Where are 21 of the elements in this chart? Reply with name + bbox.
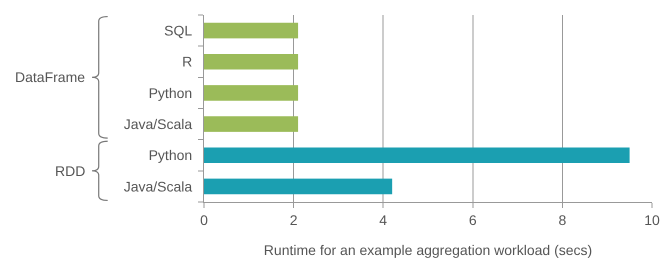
y-tick-label: Java/Scala xyxy=(124,116,192,132)
bar xyxy=(204,178,392,194)
x-tick-label: 2 xyxy=(290,212,298,228)
x-tick-label: 10 xyxy=(644,212,660,228)
y-tick-label: SQL xyxy=(164,22,192,38)
x-tick-label: 0 xyxy=(200,212,208,228)
y-tick-label: Python xyxy=(148,147,192,164)
bar xyxy=(204,54,298,70)
bar xyxy=(204,116,298,132)
bar xyxy=(204,147,630,164)
y-tick-label: R xyxy=(182,54,192,70)
y-tick-label: Python xyxy=(148,84,192,101)
x-tick-label: 6 xyxy=(468,212,477,228)
text: RDD xyxy=(55,163,86,179)
y-tick-label: Java/Scala xyxy=(124,178,192,194)
x-tick-label: 4 xyxy=(379,212,388,228)
bar xyxy=(204,22,298,38)
x-tick-label: 8 xyxy=(558,212,566,228)
x-axis-title: Runtime for an example aggregation workload (secs) xyxy=(264,242,592,258)
bar xyxy=(204,85,298,101)
text: DataFrame xyxy=(15,69,86,85)
